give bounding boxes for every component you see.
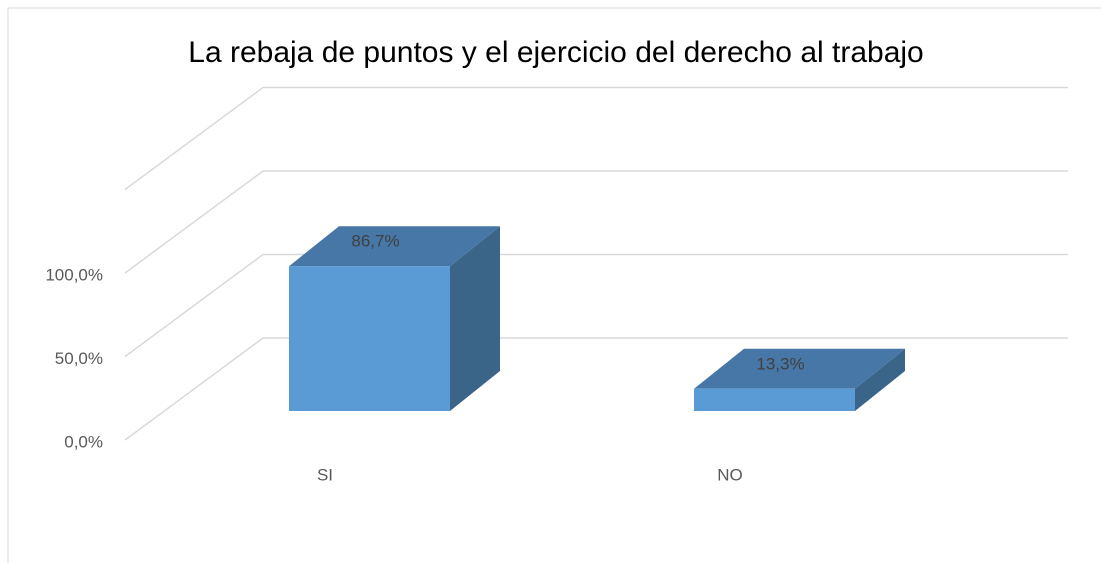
bar-side [450, 226, 500, 411]
bar-top [289, 226, 500, 267]
x-tick-label: SI [317, 465, 333, 484]
chart-title: La rebaja de puntos y el ejercicio del d… [188, 36, 923, 69]
bar [289, 266, 450, 411]
bar-side [855, 348, 905, 411]
data-label: 86,7% [351, 232, 399, 251]
bar [694, 388, 855, 411]
grid-line [124, 253, 264, 358]
y-tick-label: 0,0% [64, 432, 103, 451]
y-tick-label: 100,0% [45, 265, 103, 284]
grid-line [124, 337, 264, 441]
x-tick-label: NO [717, 465, 743, 484]
grid-line [124, 170, 264, 274]
data-label: 13,3% [756, 354, 804, 373]
y-tick-label: 50,0% [55, 349, 103, 368]
grid-line [124, 86, 264, 191]
bar-top [694, 348, 905, 389]
chart-frame [7, 7, 1101, 563]
